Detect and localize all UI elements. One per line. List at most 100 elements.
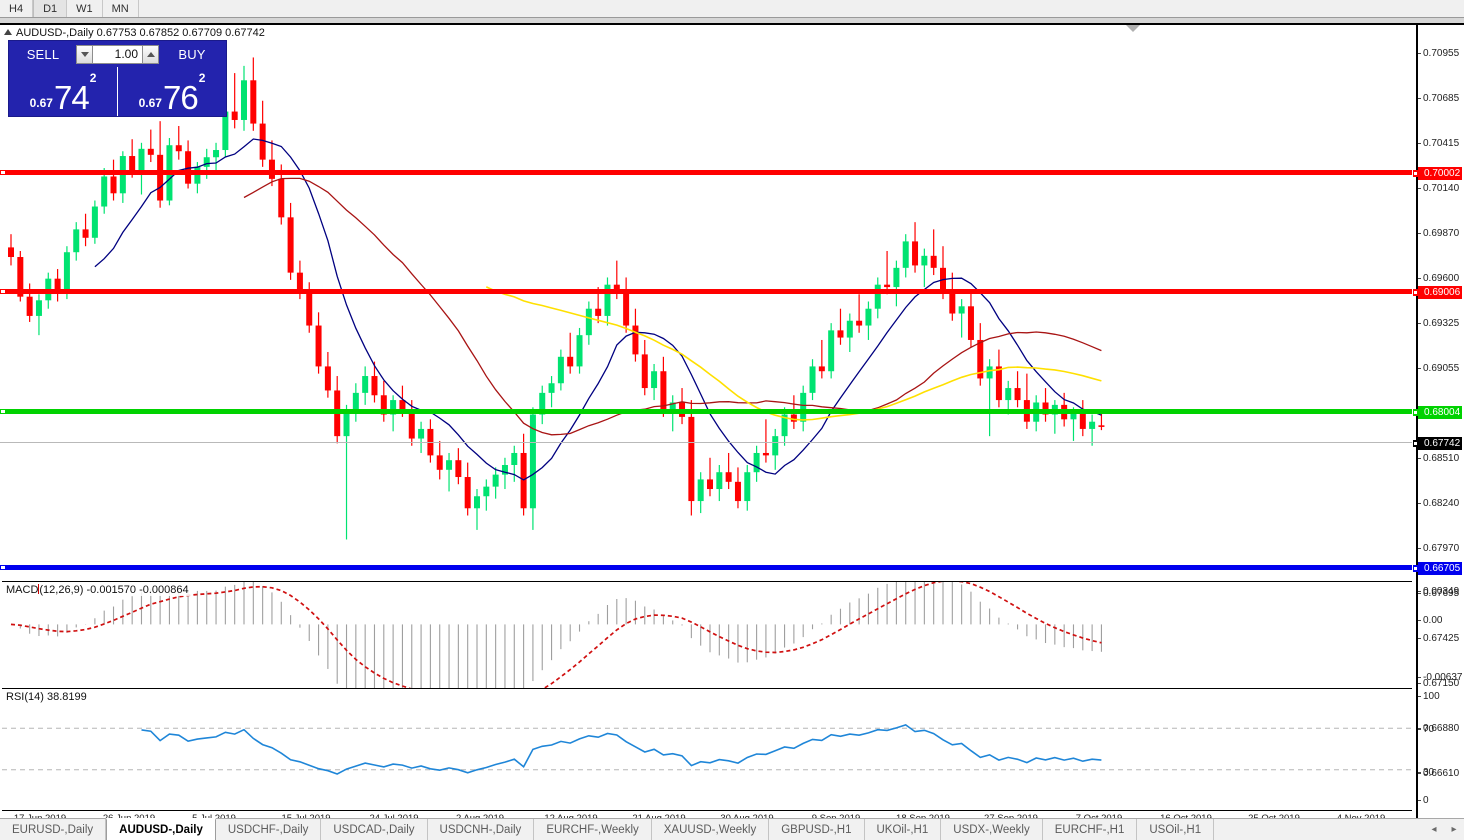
symbol-header-text: AUDUSD-,Daily 0.67753 0.67852 0.67709 0.… <box>16 27 265 39</box>
price-tick-12: 0.67695 <box>1417 588 1460 599</box>
symbol-tab-audusd--daily[interactable]: AUDUSD-,Daily <box>106 818 216 840</box>
price-tick-3: 0.70140 <box>1417 183 1460 194</box>
tab-scroll-left-icon[interactable]: ◂ <box>1431 824 1437 835</box>
chart-frame: 0.70955 0.70685 0.70415 0.70140 0.69870 0.696… <box>0 18 1464 824</box>
macd-values: -0.001570 -0.000864 <box>86 584 189 596</box>
volume-stepper[interactable]: 1.00 <box>76 44 159 64</box>
chart-top-band <box>0 18 1464 23</box>
rsi-axis-tick-1: 70 <box>1417 724 1435 735</box>
price-badge-0.69006: 0.69006 <box>1413 286 1463 299</box>
macd-axis-tick-1: 0.00 <box>1417 615 1443 626</box>
macd-signal-line <box>10 582 1102 688</box>
price-tick-0: 0.70955 <box>1417 48 1460 59</box>
buy-label[interactable]: BUY <box>178 46 206 62</box>
candlestick-series <box>8 57 1105 540</box>
symbol-tab-eurchf--h1[interactable]: EURCHF-,H1 <box>1043 819 1138 840</box>
caret-up-icon <box>146 51 155 57</box>
rsi-series <box>2 724 1412 775</box>
sell-price-fraction: 2 <box>89 71 97 85</box>
price-badge-0.66705: 0.66705 <box>1413 562 1463 575</box>
support-blue-line[interactable] <box>0 565 1412 570</box>
line-anchor-handle[interactable] <box>1 410 5 413</box>
timeframe-d1[interactable]: D1 <box>33 0 68 17</box>
current-price-line[interactable] <box>0 442 1412 443</box>
text-cursor-icon <box>38 584 40 594</box>
volume-increase-button[interactable] <box>142 44 159 64</box>
timeframe-w1[interactable]: W1 <box>67 0 103 17</box>
chevron-down-icon[interactable] <box>1126 25 1140 32</box>
macd-name: MACD <box>6 584 39 596</box>
rsi-axis-tick-3: 0 <box>1418 795 1429 806</box>
buy-price-fraction: 2 <box>198 71 206 85</box>
line-anchor-handle[interactable] <box>1 290 5 293</box>
symbol-tab-usoil--h1[interactable]: USOil-,H1 <box>1137 819 1215 840</box>
price-tick-1: 0.70685 <box>1417 93 1460 104</box>
main-price-plot[interactable] <box>2 25 1412 578</box>
price-tick-5: 0.69600 <box>1417 273 1460 284</box>
ma-26 <box>243 177 1102 436</box>
price-badge-0.68004: 0.68004 <box>1413 406 1463 419</box>
tab-scroll-right-icon[interactable]: ▸ <box>1451 824 1457 835</box>
symbol-tab-usdchf--daily[interactable]: USDCHF-,Daily <box>216 819 322 840</box>
rsi-line <box>141 724 1102 775</box>
chart-symbol-tabbar: EURUSD-,Daily AUDUSD-,Daily USDCHF-,Daily U… <box>0 818 1464 840</box>
symbol-tab-eurusd--daily[interactable]: EURUSD-,Daily <box>0 819 107 840</box>
line-anchor-handle[interactable] <box>1 171 5 174</box>
symbol-tab-eurchf--weekly[interactable]: EURCHF-,Weekly <box>534 819 652 840</box>
sell-price-prefix: 0.67 <box>29 96 53 110</box>
price-tick-4: 0.69870 <box>1417 228 1460 239</box>
symbol-tab-usdcnh--daily[interactable]: USDCNH-,Daily <box>428 819 535 840</box>
rsi-indicator-panel[interactable]: RSI(14) 38.8199 <box>2 689 1412 811</box>
symbol-tab-xauusd--weekly[interactable]: XAUUSD-,Weekly <box>652 819 770 840</box>
one-click-trading-panel[interactable]: SELL 1.00 BUY 0.67 74 2 0.67 76 <box>8 40 227 117</box>
price-tick-15: 0.66880 <box>1417 723 1460 734</box>
sell-label[interactable]: SELL <box>26 46 60 62</box>
price-scale-axis[interactable]: 0.70955 0.70685 0.70415 0.70140 0.69870 0.696… <box>1413 25 1464 818</box>
price-tick-14: 0.67150 <box>1417 678 1460 689</box>
price-tick-7: 0.69055 <box>1417 363 1460 374</box>
rsi-axis-tick-2: 30 <box>1417 767 1435 778</box>
symbol-tab-gbpusd--h1[interactable]: GBPUSD-,H1 <box>769 819 865 840</box>
macd-series <box>10 582 1102 688</box>
symbol-tab-usdcad--daily[interactable]: USDCAD-,Daily <box>321 819 428 840</box>
macd-indicator-panel[interactable]: MACD(12,26,9) -0.001570 -0.000864 <box>2 581 1412 689</box>
macd-params: (12,26,9) <box>39 584 84 596</box>
quote-divider <box>117 67 118 116</box>
symbol-tab-ukoil--h1[interactable]: UKOil-,H1 <box>865 819 942 840</box>
macd-axis-tick-2: -0.00637 <box>1417 672 1463 683</box>
timeframe-h4[interactable]: H4 <box>0 0 34 17</box>
price-badge-0.67742: 0.67742 <box>1413 437 1463 450</box>
volume-input[interactable]: 1.00 <box>93 44 142 64</box>
buy-button[interactable]: 0.67 76 2 <box>118 65 226 116</box>
volume-decrease-button[interactable] <box>76 44 93 64</box>
trade-panel-top-row: SELL 1.00 BUY <box>9 41 226 65</box>
collapse-caret-icon[interactable] <box>4 29 12 35</box>
badge-nub-icon <box>1413 440 1418 447</box>
badge-nub-icon <box>1413 289 1418 296</box>
sell-price-main: 74 <box>53 79 90 116</box>
badge-nub-icon <box>1413 565 1418 572</box>
sell-button[interactable]: 0.67 74 2 <box>9 65 117 116</box>
resistance-upper-line[interactable] <box>0 170 1412 175</box>
toolbar-spacer <box>138 0 1464 17</box>
rsi-panel-label: RSI(14) 38.8199 <box>6 691 90 703</box>
price-tick-9: 0.68510 <box>1417 453 1460 464</box>
macd-panel-label: MACD(12,26,9) -0.001570 -0.000864 <box>6 584 192 596</box>
rsi-axis-tick-0: 100 <box>1418 691 1440 702</box>
resistance-lower-line[interactable] <box>0 289 1412 294</box>
moving-average-lines <box>94 138 1102 481</box>
price-tick-2: 0.70415 <box>1417 138 1460 149</box>
timeframe-mn[interactable]: MN <box>102 0 139 17</box>
ma-10 <box>94 138 1102 481</box>
price-tick-11: 0.67970 <box>1417 543 1460 554</box>
price-tick-6: 0.69325 <box>1417 318 1460 329</box>
chart-outline <box>0 23 1464 818</box>
chart-symbol-header: AUDUSD-,Daily 0.67753 0.67852 0.67709 0.… <box>4 27 265 39</box>
symbol-tab-usdx--weekly[interactable]: USDX-,Weekly <box>941 819 1043 840</box>
macd-axis-tick-0: 0.00349 <box>1417 586 1460 597</box>
line-anchor-handle[interactable] <box>1 566 5 569</box>
support-green-line[interactable] <box>0 409 1412 414</box>
badge-nub-icon <box>1413 170 1418 177</box>
price-tick-13: 0.67425 <box>1417 633 1460 644</box>
